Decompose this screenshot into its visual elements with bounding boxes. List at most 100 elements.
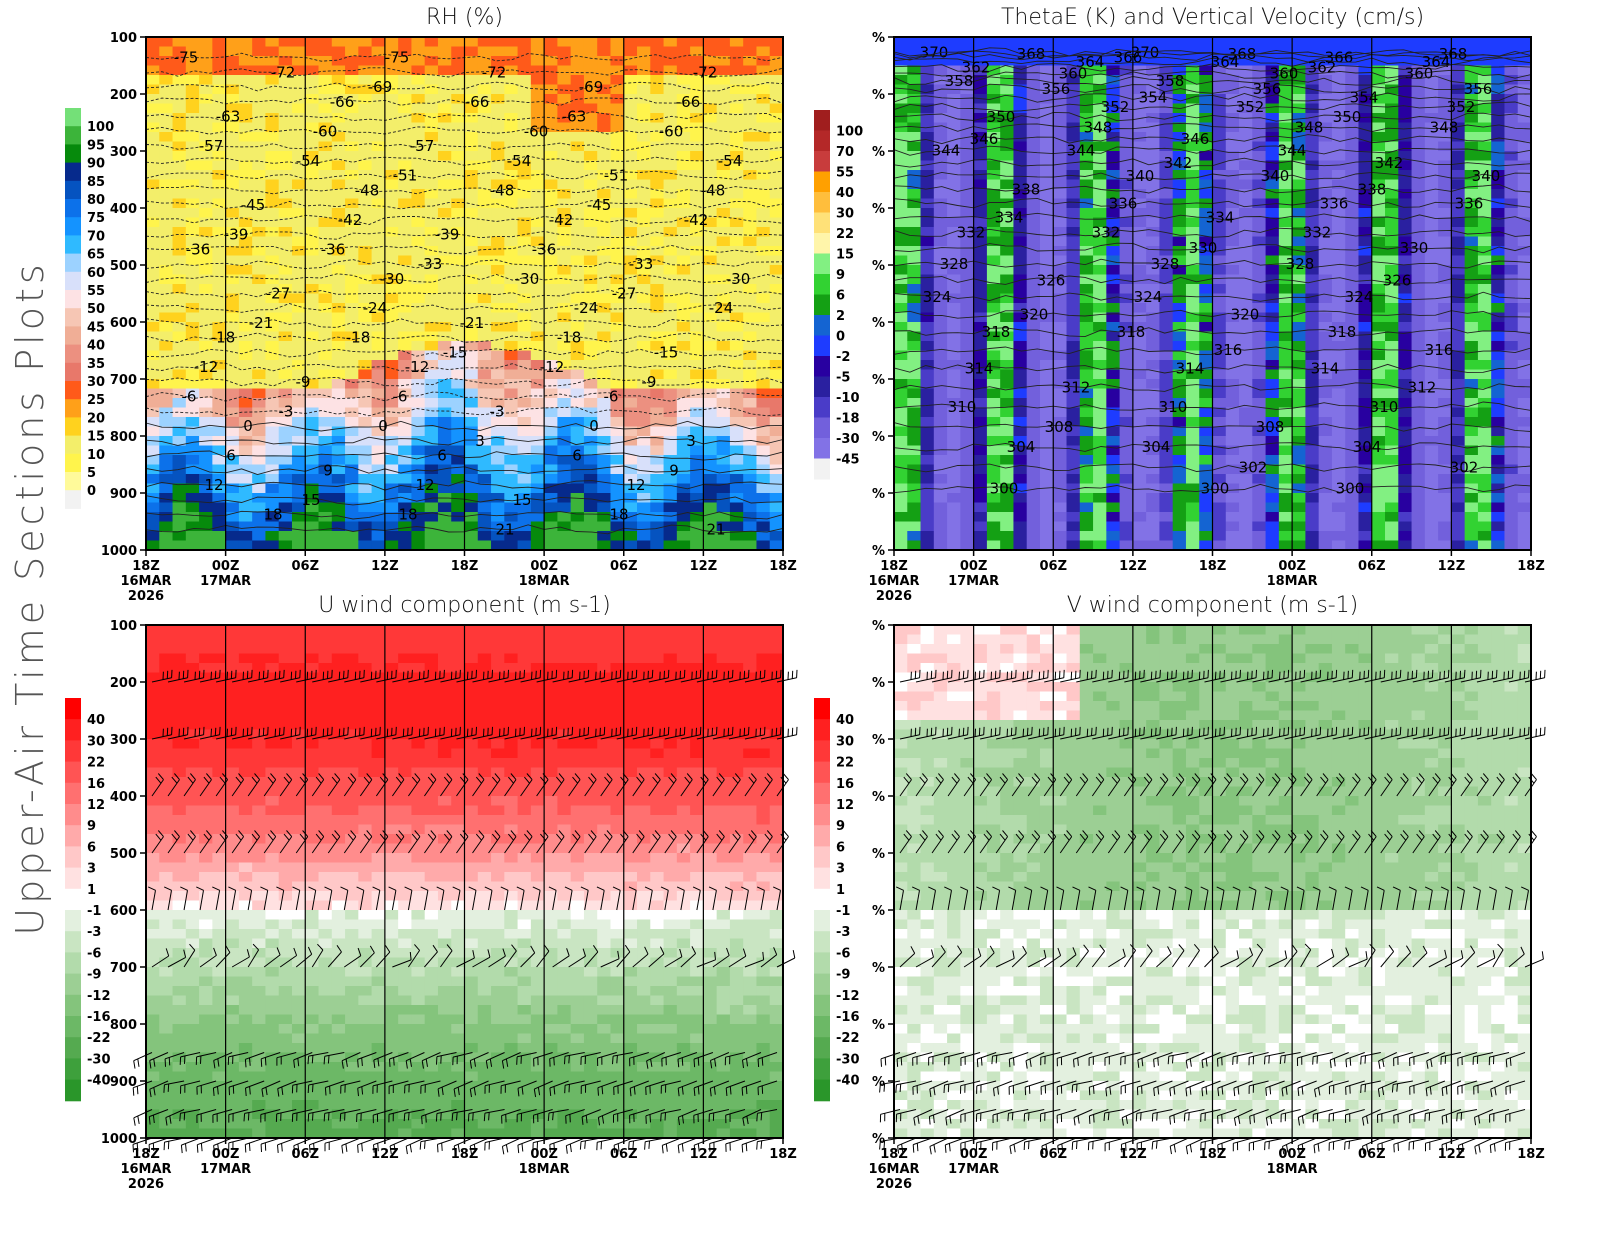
wind-barb — [648, 779, 661, 797]
wind-barb-flag — [780, 669, 782, 678]
wind-barb — [164, 1052, 185, 1060]
wind-barb-flag — [312, 1112, 314, 1121]
wind-barb-flag — [1146, 773, 1153, 780]
wind-barb-flag — [958, 671, 960, 680]
wind-barb-flag — [1173, 1144, 1176, 1153]
colorbar-label: 40 — [87, 713, 105, 728]
wind-barb-flag — [1083, 944, 1089, 952]
wind-barb — [915, 734, 936, 740]
wind-barb-flag — [214, 727, 217, 736]
wind-barb — [976, 1109, 997, 1115]
wind-barb-flag — [1466, 830, 1473, 837]
wind-barb-flag — [549, 1087, 552, 1096]
date-label: 18MAR — [1267, 574, 1318, 589]
wind-barb-flag — [553, 1086, 556, 1095]
y-tick-label: % — [872, 1075, 885, 1090]
wind-barb — [1153, 1080, 1173, 1089]
colorbar-swatch — [65, 994, 81, 1017]
wind-barb — [408, 734, 429, 740]
colorbar-swatch — [65, 867, 81, 890]
wind-barb-flag — [334, 830, 341, 837]
wind-barb-flag — [1441, 1087, 1444, 1096]
wind-barb-flag — [913, 1117, 916, 1126]
wind-barb — [456, 836, 469, 854]
wind-barb — [1428, 836, 1441, 854]
wind-barb — [327, 779, 341, 797]
wind-barb-flag — [1496, 776, 1503, 784]
wind-barb-flag — [1242, 773, 1249, 780]
wind-barb — [1412, 779, 1425, 797]
wind-barb-flag — [684, 776, 691, 784]
wind-barb-flag — [1047, 776, 1054, 784]
wind-barb-flag — [531, 671, 533, 680]
wind-barb — [1268, 779, 1281, 797]
wind-barb-flag — [452, 886, 461, 891]
wind-barb — [744, 836, 757, 854]
wind-barb-flag — [1169, 1088, 1172, 1097]
contour-label: 344 — [1067, 142, 1096, 160]
wind-barb — [308, 1109, 329, 1114]
wind-barb-flag — [357, 947, 362, 956]
wind-barb-flag — [1492, 950, 1496, 959]
wind-barb — [680, 677, 701, 683]
wind-barb-flag — [462, 830, 469, 837]
wind-barb — [1332, 734, 1353, 740]
colorbar-label: -30 — [87, 1052, 111, 1067]
wind-barb-flag — [1268, 1055, 1270, 1064]
contour-label: 336 — [1320, 194, 1349, 212]
wind-barb-flag — [249, 1057, 251, 1066]
wind-barb — [1104, 1109, 1125, 1114]
wind-barb-flag — [248, 1142, 251, 1152]
wind-barb — [520, 890, 525, 911]
wind-barb-flag — [430, 830, 437, 837]
wind-barb-flag — [1256, 776, 1262, 784]
wind-barb — [504, 779, 517, 797]
wind-barb-flag — [574, 773, 581, 780]
wind-barb-flag — [1072, 947, 1077, 955]
y-tick-label: % — [872, 145, 885, 160]
wind-barb-flag — [681, 1057, 684, 1066]
wind-barb — [1329, 1109, 1349, 1115]
wind-barb — [1298, 1109, 1317, 1118]
wind-barb — [915, 677, 936, 683]
wind-barb — [1297, 1080, 1317, 1089]
contour-label: -57 — [410, 137, 435, 155]
wind-barb-flag — [283, 726, 285, 735]
wind-barb-flag — [579, 1141, 582, 1150]
wind-barb — [1236, 890, 1241, 911]
colorbar-label: 70 — [836, 145, 854, 160]
contour-label: 348 — [1295, 119, 1324, 137]
wind-barb — [1040, 1080, 1061, 1088]
wind-barb — [1156, 677, 1177, 683]
wind-barb-flag — [1400, 833, 1407, 841]
colorbar-label: -40 — [87, 1074, 111, 1089]
contour-label: 334 — [995, 209, 1024, 227]
wind-barb-flag — [1440, 886, 1449, 891]
wind-barb-flag — [1362, 1146, 1365, 1155]
wind-barb — [344, 677, 365, 683]
wind-barb — [1474, 1137, 1494, 1147]
wind-barb-flag — [1185, 1146, 1189, 1155]
wind-barb-flag — [585, 1115, 588, 1124]
wind-barb — [1169, 1137, 1189, 1147]
contour-label: 314 — [965, 360, 994, 378]
wind-barb — [1155, 890, 1161, 911]
wind-barb-flag — [732, 833, 739, 841]
wind-barb-flag — [395, 833, 402, 841]
contour-label: 318 — [1328, 323, 1357, 341]
wind-barb — [1008, 1109, 1029, 1114]
wind-barb — [979, 779, 993, 797]
wind-barb — [1396, 677, 1417, 683]
wind-barb — [1123, 890, 1129, 911]
wind-barb-flag — [500, 886, 509, 891]
wind-barb-flag — [313, 1143, 315, 1152]
wind-barb — [196, 1052, 217, 1058]
wind-barb — [616, 779, 629, 797]
wind-barb — [1492, 677, 1513, 683]
wind-barb-flag — [1382, 1058, 1385, 1067]
contour-label: -75 — [385, 49, 410, 67]
wind-barb-flag — [604, 776, 611, 784]
wind-barb-flag — [307, 1084, 310, 1094]
wind-barb-flag — [1018, 830, 1025, 837]
wind-barb-flag — [933, 1087, 936, 1096]
